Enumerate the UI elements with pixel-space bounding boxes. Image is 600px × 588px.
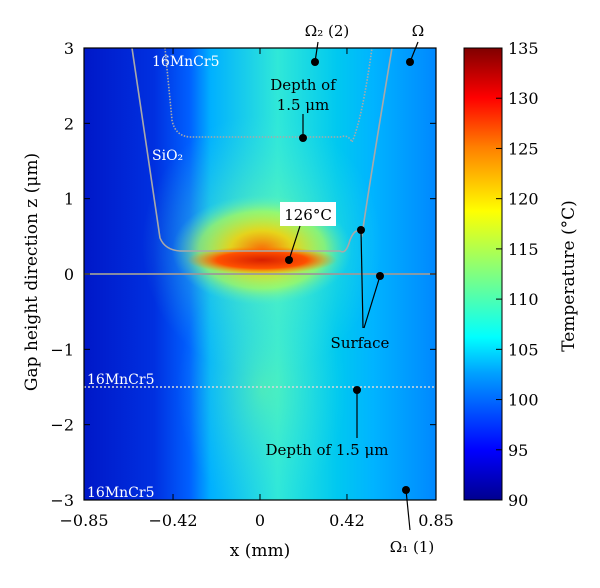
material-label-bottom: 16MnCr5 <box>87 485 154 501</box>
surface-leader-b <box>363 275 381 329</box>
depth-top-label-line1: Depth of <box>270 76 337 94</box>
omega-marker <box>406 58 414 66</box>
colorbar-tick-label: 90 <box>508 491 528 510</box>
peak-marker <box>285 256 293 264</box>
omega-label: Ω <box>412 22 424 40</box>
omega2-boundary <box>164 47 373 144</box>
x-tick-label: 0 <box>255 511 265 530</box>
material-label-middle: 16MnCr5 <box>87 372 154 388</box>
colorbar-ticks: 135 130 125 120 115 110 105 100 95 90 <box>496 39 539 510</box>
surface-leader-a <box>360 229 364 329</box>
y-tick-label: −1 <box>50 340 74 359</box>
depth-top-label-line2: 1.5 μm <box>277 96 330 114</box>
surface-marker-b <box>376 272 384 280</box>
omega2-label-box <box>296 19 358 43</box>
peak-label: 126°C <box>284 206 332 224</box>
omega1-label: Ω₁ (1) <box>390 538 434 556</box>
x-tick-label: −0.85 <box>59 511 108 530</box>
y-tick-label: 1 <box>64 190 74 209</box>
material-label-sio2: SiO₂ <box>152 148 183 164</box>
y-tick-label: −3 <box>50 491 74 510</box>
depth-bottom-label: Depth of 1.5 μm <box>266 441 389 459</box>
peak-label-box <box>280 202 336 226</box>
colorbar <box>463 47 503 501</box>
surface-marker-a <box>357 226 365 234</box>
y-tick-label: 3 <box>64 39 74 58</box>
omega-boundary <box>131 47 393 253</box>
colorbar-tick-label: 115 <box>508 240 539 259</box>
colorbar-tick-label: 125 <box>508 139 539 158</box>
depth-bottom-marker <box>353 386 361 394</box>
y-tick-label: 0 <box>64 265 74 284</box>
x-axis-title: x (mm) <box>230 541 291 561</box>
colorbar-tick-label: 105 <box>508 340 539 359</box>
surface-label: Surface <box>331 334 390 352</box>
omega2-label: Ω₂ (2) <box>305 22 349 40</box>
colorbar-tick-label: 95 <box>508 441 528 460</box>
omega2-marker <box>311 58 319 66</box>
colorbar-title: Temperature (°C) <box>559 200 579 352</box>
y-tick-label: −2 <box>50 416 74 435</box>
colorbar-tick-label: 110 <box>508 290 539 309</box>
peak-leader <box>288 225 301 261</box>
x-tick-label: 0.85 <box>418 511 454 530</box>
material-label-top: 16MnCr5 <box>152 54 219 70</box>
colorbar-tick-label: 120 <box>508 190 539 209</box>
x-tick-label: −0.42 <box>149 511 198 530</box>
y-tick-label: 2 <box>64 114 74 133</box>
x-axis: −0.85 −0.42 0 0.42 0.85 <box>59 48 454 530</box>
y-axis: 3 2 1 0 −1 −2 −3 <box>50 39 436 510</box>
x-tick-label: 0.42 <box>329 511 365 530</box>
colorbar-tick-label: 130 <box>508 89 539 108</box>
omega1-leader <box>405 489 411 531</box>
colorbar-tick-label: 100 <box>508 391 539 410</box>
colorbar-tick-label: 135 <box>508 39 539 58</box>
y-axis-title: Gap height direction z (μm) <box>22 153 42 391</box>
depth-top-marker <box>299 134 307 142</box>
